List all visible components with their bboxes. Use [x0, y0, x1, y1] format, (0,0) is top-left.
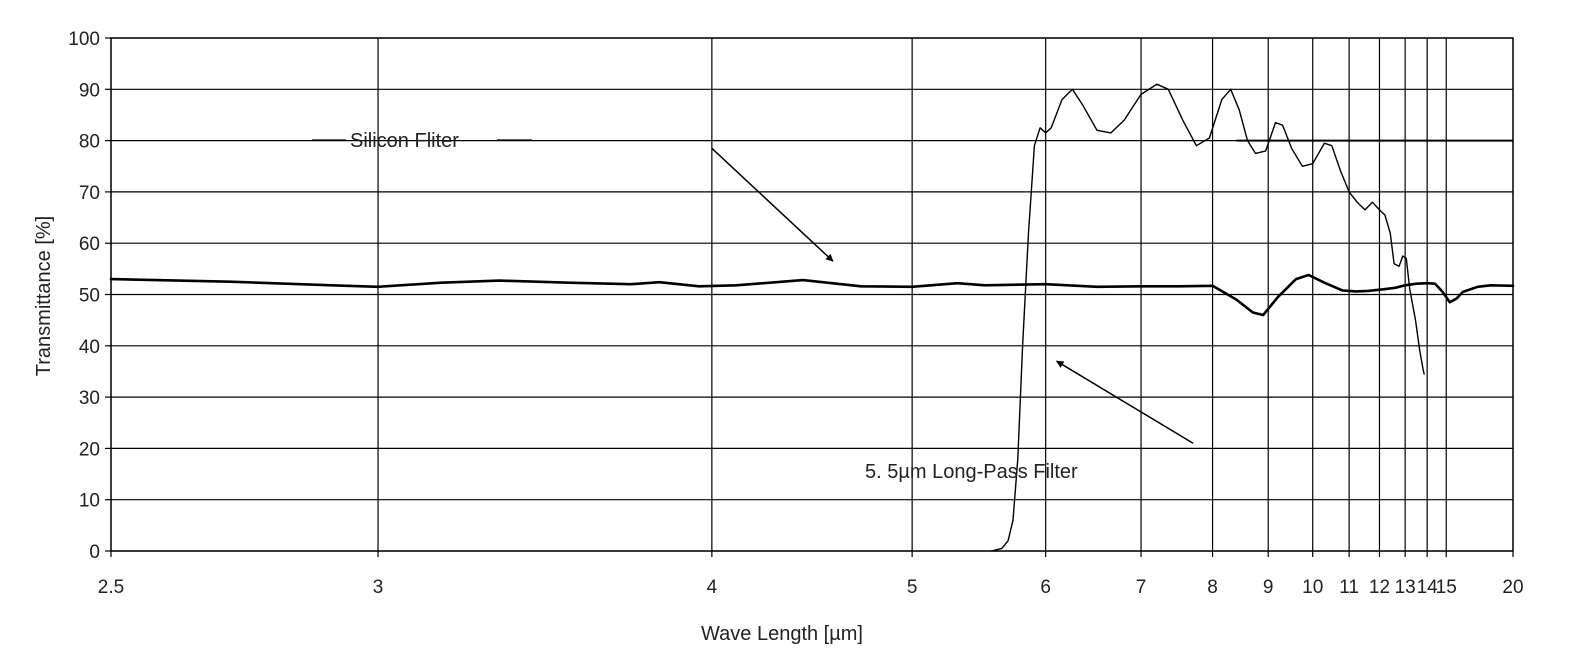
series-group — [109, 83, 1515, 552]
x-axis-title: Wave Length [µm] — [701, 623, 863, 645]
x-tick-label-11: 11 — [1339, 577, 1359, 598]
x-tick-label-8: 8 — [1207, 577, 1218, 598]
grid — [110, 37, 1514, 552]
y-tick-label-90: 90 — [79, 80, 100, 101]
x-tick-label-4: 4 — [707, 577, 718, 598]
y-tick-label-100: 100 — [68, 29, 100, 50]
silicon-filter-label: Silicon Fliter — [350, 130, 459, 152]
x-tick-label-15: 15 — [1436, 577, 1457, 598]
series-line-long-pass-filter — [990, 83, 1425, 552]
x-tick-label-6: 6 — [1040, 577, 1051, 598]
x-tick-label-14: 14 — [1417, 577, 1439, 598]
x-tick-label-12: 12 — [1369, 577, 1390, 598]
y-tick-label-0: 0 — [89, 542, 100, 563]
y-tick-label-70: 70 — [79, 183, 100, 204]
y-tick-label-60: 60 — [79, 234, 100, 255]
x-tick-label-20: 20 — [1502, 577, 1523, 598]
y-tick-label-30: 30 — [79, 388, 100, 409]
x-tick-label-7: 7 — [1136, 577, 1147, 598]
plot-frame — [105, 37, 1514, 557]
x-tick-label-3: 3 — [373, 577, 384, 598]
series-line-silicon-filter — [109, 273, 1515, 317]
y-axis-title: Transmittance [%] — [33, 216, 55, 376]
x-tick-label-9: 9 — [1263, 577, 1274, 598]
y-tick-label-10: 10 — [79, 491, 100, 512]
x-tick-label-2_5: 2.5 — [98, 577, 124, 598]
silicon-filter-arrow — [711, 147, 834, 262]
plot-border — [110, 37, 1514, 552]
y-tick-label-20: 20 — [79, 439, 100, 460]
x-tick-label-10: 10 — [1302, 577, 1323, 598]
long-pass-filter-label: 5. 5µm Long-Pass Filter — [865, 461, 1078, 483]
y-tick-label-50: 50 — [79, 286, 100, 307]
x-tick-label-5: 5 — [907, 577, 918, 598]
y-tick-labels: 0 10 20 30 40 50 60 70 80 90 100 — [68, 29, 100, 563]
y-tick-label-80: 80 — [79, 132, 100, 153]
long-pass-filter-arrow — [1055, 360, 1194, 444]
y-tick-label-40: 40 — [79, 337, 100, 358]
annotations: Silicon Fliter 5. 5µm Long-Pass Filter — [312, 130, 1194, 483]
x-tick-label-13: 13 — [1395, 577, 1416, 598]
